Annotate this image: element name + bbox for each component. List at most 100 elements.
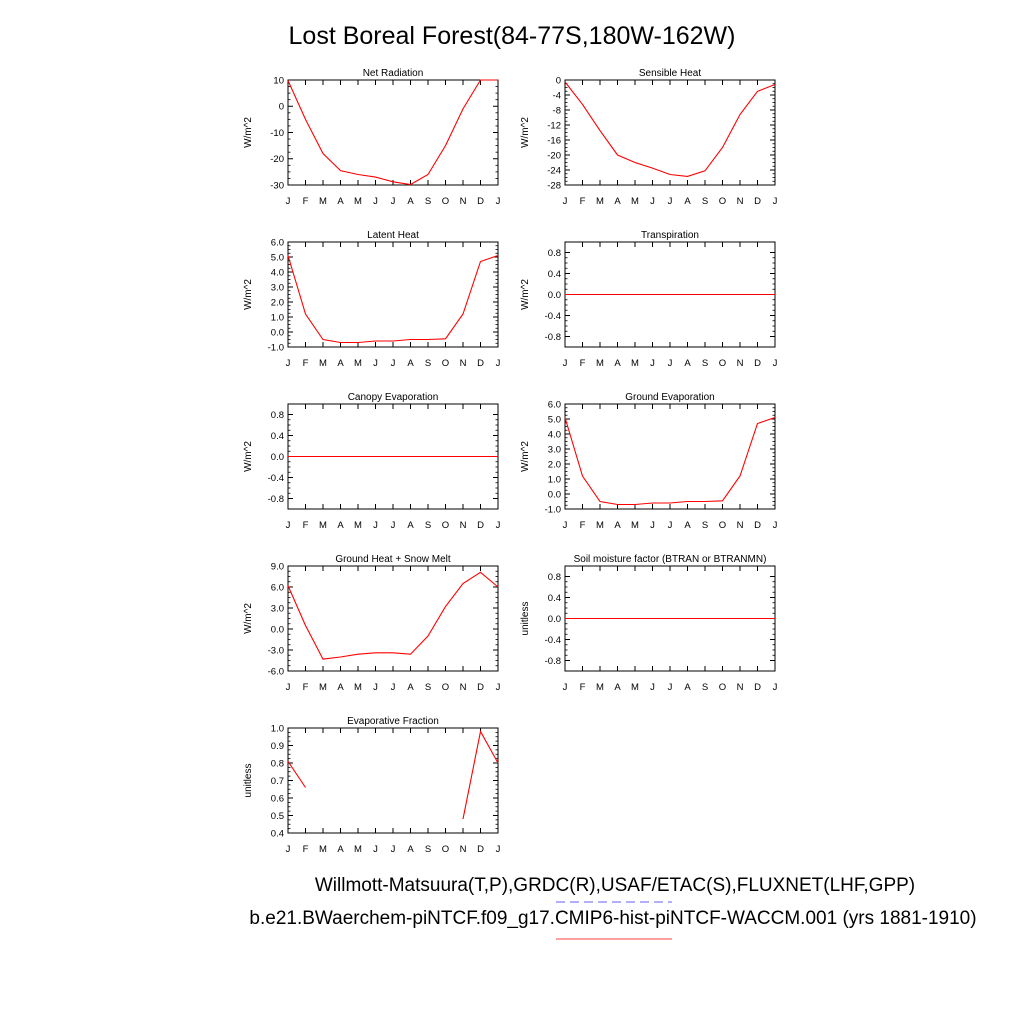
x-tick-label: A: [407, 682, 414, 693]
plot-frame: [564, 403, 776, 510]
x-tick-label: J: [373, 358, 378, 369]
x-tick-label: J: [373, 844, 378, 855]
y-tick-label: -0.4: [268, 473, 284, 484]
x-tick-label: D: [754, 520, 761, 531]
x-tick-label: J: [391, 196, 396, 207]
x-tick-label: M: [354, 196, 362, 207]
y-tick-label: 9.0: [271, 561, 284, 572]
x-tick-label: M: [596, 196, 604, 207]
x-tick-label: M: [631, 358, 639, 369]
y-tick-label: 0.8: [271, 410, 284, 421]
y-tick-label: -28: [547, 180, 561, 191]
x-tick-label: S: [425, 358, 431, 369]
y-tick-label: 1.0: [271, 723, 284, 734]
y-tick-label: 0: [556, 75, 561, 86]
x-tick-label: J: [496, 358, 501, 369]
x-tick-label: D: [477, 520, 484, 531]
y-tick-label: -8: [553, 105, 561, 116]
series-line: [462, 729, 499, 820]
x-tick-label: J: [391, 520, 396, 531]
x-tick-label: A: [684, 682, 691, 693]
x-tick-label: J: [650, 358, 655, 369]
x-tick-label: N: [460, 358, 467, 369]
y-tick-label: 3.0: [548, 444, 561, 455]
y-tick-label: -4: [553, 90, 561, 101]
y-tick-label: -12: [547, 120, 561, 131]
x-tick-label: J: [773, 520, 778, 531]
x-tick-label: A: [407, 844, 414, 855]
panel-title: Evaporative Fraction: [347, 716, 439, 727]
x-tick-label: J: [773, 358, 778, 369]
y-tick-label: 3.0: [271, 603, 284, 614]
x-tick-label: O: [442, 682, 449, 693]
panel-title: Soil moisture factor (BTRAN or BTRANMN): [574, 554, 767, 565]
x-tick-label: J: [373, 682, 378, 693]
x-tick-label: D: [477, 358, 484, 369]
y-tick-label: -30: [270, 180, 284, 191]
x-tick-label: D: [754, 682, 761, 693]
panel-title: Ground Heat + Snow Melt: [335, 554, 451, 565]
x-tick-label: J: [286, 682, 291, 693]
y-tick-label: 6.0: [271, 582, 284, 593]
y-tick-label: 0.7: [271, 776, 284, 787]
y-axis-label: W/m^2: [520, 117, 531, 148]
x-tick-label: J: [668, 520, 673, 531]
y-axis-label: W/m^2: [243, 279, 254, 310]
y-tick-label: 0: [279, 102, 284, 113]
x-tick-label: M: [596, 682, 604, 693]
plot-frame: [287, 79, 499, 186]
y-tick-label: 6.0: [548, 399, 561, 410]
series-line: [287, 760, 306, 788]
x-tick-label: J: [563, 520, 568, 531]
x-tick-label: D: [477, 844, 484, 855]
y-tick-label: -0.8: [545, 332, 561, 343]
x-tick-label: A: [337, 358, 344, 369]
y-tick-label: -1.0: [545, 504, 561, 515]
y-axis-label: W/m^2: [243, 603, 254, 634]
x-tick-label: A: [337, 844, 344, 855]
x-tick-label: A: [407, 358, 414, 369]
y-tick-label: 0.0: [271, 327, 284, 338]
x-tick-label: A: [614, 682, 621, 693]
y-tick-label: 0.0: [548, 489, 561, 500]
plot-frame: [564, 79, 776, 186]
x-tick-label: M: [354, 520, 362, 531]
x-tick-label: J: [773, 682, 778, 693]
y-tick-label: 0.4: [548, 593, 561, 604]
y-tick-label: -3.0: [268, 645, 284, 656]
panel-title: Transpiration: [641, 230, 699, 241]
x-tick-label: O: [719, 520, 726, 531]
y-tick-label: -0.4: [545, 311, 561, 322]
x-tick-label: O: [442, 196, 449, 207]
x-tick-label: J: [496, 520, 501, 531]
y-tick-label: 0.0: [271, 452, 284, 463]
x-tick-label: J: [668, 196, 673, 207]
panel-ground-heat-snow-melt: Ground Heat + Snow Melt W/m^2 9.0 6.0 3.0 0.0…: [243, 554, 501, 693]
x-tick-label: S: [425, 682, 431, 693]
x-tick-label: M: [319, 682, 327, 693]
y-tick-label: 0.8: [271, 758, 284, 769]
x-tick-label: O: [442, 358, 449, 369]
x-tick-label: J: [496, 844, 501, 855]
x-tick-label: F: [580, 520, 586, 531]
panel-title: Canopy Evaporation: [348, 392, 439, 403]
y-axis-label: W/m^2: [243, 117, 254, 148]
x-tick-label: A: [684, 520, 691, 531]
x-tick-label: M: [319, 844, 327, 855]
series-line: [564, 416, 776, 506]
y-tick-label: 5.0: [271, 252, 284, 263]
y-axis-label: W/m^2: [243, 441, 254, 472]
panel-title: Ground Evaporation: [625, 392, 715, 403]
x-tick-label: J: [286, 196, 291, 207]
x-tick-label: F: [303, 682, 309, 693]
y-tick-label: 0.4: [271, 828, 284, 839]
y-tick-label: 0.0: [548, 290, 561, 301]
panel-ground-evaporation: Ground Evaporation W/m^2 6.0 5.0 4.0 3.0 2.0 1.…: [520, 392, 778, 531]
x-tick-label: S: [702, 520, 708, 531]
x-tick-label: J: [668, 358, 673, 369]
x-tick-label: J: [391, 682, 396, 693]
y-axis-label: unitless: [520, 602, 531, 636]
x-tick-label: M: [354, 682, 362, 693]
y-tick-label: -20: [547, 150, 561, 161]
